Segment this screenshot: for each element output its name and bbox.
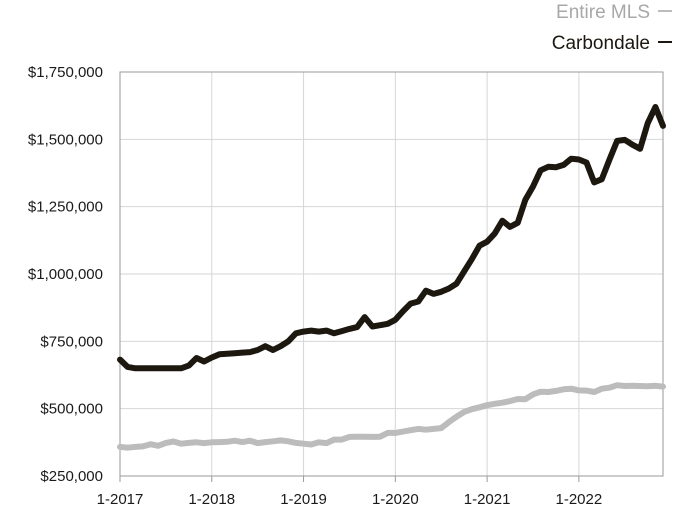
grid-lines: [119, 71, 663, 477]
x-axis-tick-labels: 1-2017 1-2018 1-2019 1-2020 1-2021 1-2022: [97, 476, 603, 508]
series-layer: [117, 104, 666, 451]
legend: Entire MLS Carbondale: [552, 2, 672, 54]
x-tick-label: 1-2022: [556, 491, 603, 508]
x-tick-label: 1-2018: [188, 491, 235, 508]
x-tick-label: 1-2021: [464, 491, 511, 508]
y-tick-label: $750,000: [40, 333, 103, 350]
y-tick-label: $250,000: [40, 468, 103, 485]
y-tick-label: $500,000: [40, 401, 103, 418]
x-tick-label: 1-2020: [372, 491, 419, 508]
y-tick-label: $1,750,000: [28, 64, 103, 81]
x-tick-label: 1-2019: [280, 491, 327, 508]
legend-label-entire-mls: Entire MLS: [556, 2, 650, 23]
plot-area-frame: [119, 71, 664, 477]
series-line-carbondale: [117, 104, 666, 372]
y-tick-label: $1,500,000: [28, 131, 103, 148]
y-axis-tick-labels: $250,000 $500,000 $750,000 $1,000,000 $1,250…: [28, 64, 103, 485]
y-tick-label: $1,000,000: [28, 266, 103, 283]
x-tick-label: 1-2017: [97, 491, 144, 508]
series-line-entire-mls: [117, 382, 666, 451]
legend-label-carbondale: Carbondale: [552, 33, 650, 54]
y-tick-label: $1,250,000: [28, 199, 103, 216]
